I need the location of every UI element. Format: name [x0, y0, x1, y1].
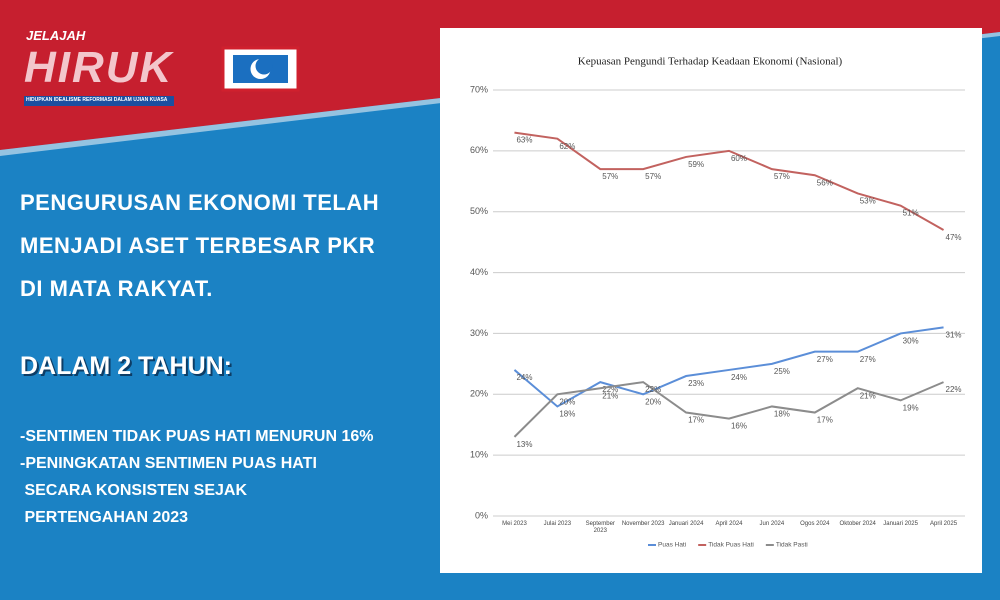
data-label: 21%: [602, 391, 618, 400]
y-tick-label: 30%: [470, 328, 488, 338]
data-label: 27%: [817, 355, 833, 364]
data-label: 17%: [688, 416, 704, 425]
data-label: 47%: [946, 233, 962, 242]
data-label: 30%: [903, 337, 919, 346]
series-line: [513, 381, 944, 438]
data-label: 56%: [817, 178, 833, 187]
brand: HIRUK: [24, 43, 174, 92]
point-line: -SENTIMEN TIDAK PUAS HATI MENURUN 16%: [20, 428, 374, 445]
data-label: 27%: [860, 355, 876, 364]
data-label: 24%: [516, 373, 532, 382]
x-tick-label: Januari 2025: [883, 521, 918, 527]
y-tick-label: 10%: [470, 450, 488, 460]
data-label: 57%: [645, 172, 661, 181]
y-tick-label: 70%: [470, 84, 488, 94]
chart: Kepuasan Pengundi Terhadap Keadaan Ekono…: [470, 56, 965, 549]
data-label: 20%: [559, 397, 575, 406]
points: -SENTIMEN TIDAK PUAS HATI MENURUN 16% -PE…: [20, 428, 374, 536]
y-tick-label: 60%: [470, 145, 488, 155]
x-tick-label: Mei 2023: [502, 521, 527, 527]
y-tick-label: 50%: [470, 206, 488, 216]
data-label: 18%: [559, 410, 575, 419]
chart-panel: Kepuasan Pengundi Terhadap Keadaan Ekono…: [440, 28, 982, 573]
data-label: 63%: [516, 136, 532, 145]
x-tick-label: April 2024: [715, 521, 743, 527]
data-label: 59%: [688, 160, 704, 169]
data-label: 57%: [602, 172, 618, 181]
data-label: 57%: [774, 172, 790, 181]
data-label: 17%: [817, 416, 833, 425]
y-tick-label: 0%: [475, 510, 488, 520]
point-line: PERTENGAHAN 2023: [20, 509, 189, 526]
data-label: 53%: [860, 197, 876, 206]
tagline-band: [24, 96, 174, 106]
data-label: 31%: [946, 330, 962, 339]
legend-label: Tidak Puas Hati: [708, 542, 754, 549]
data-label: 20%: [645, 397, 661, 406]
data-label: 18%: [774, 410, 790, 419]
x-tick-label: Januari 2024: [668, 521, 704, 527]
statement-line: MENJADI ASET TERBESAR PKR: [20, 233, 376, 258]
subheading: DALAM 2 TAHUN:: [20, 352, 233, 380]
brand-top: JELAJAH: [26, 28, 86, 43]
data-label: 21%: [860, 391, 876, 400]
point-line: SECARA KONSISTEN SEJAK: [20, 482, 247, 499]
legend-label: Tidak Pasti: [776, 542, 808, 549]
y-tick-label: 20%: [470, 389, 488, 399]
data-label: 24%: [731, 373, 747, 382]
x-tick-label: April 2025: [930, 521, 958, 527]
y-tick-label: 40%: [470, 267, 488, 277]
data-label: 19%: [903, 403, 919, 412]
x-tick-label: September 2023: [585, 521, 615, 534]
data-label: 62%: [559, 142, 575, 151]
series-line: [514, 131, 945, 231]
chart-title: Kepuasan Pengundi Terhadap Keadaan Ekono…: [578, 56, 843, 68]
data-label: 22%: [645, 385, 661, 394]
data-label: 25%: [774, 367, 790, 376]
legend-label: Puas Hati: [658, 542, 686, 549]
data-label: 16%: [731, 422, 747, 431]
x-tick-label: Oktober 2024: [839, 521, 876, 527]
tagline: HIDUPKAN IDEALISME REFORMASI DALAM UJIAN…: [26, 97, 168, 103]
x-tick-label: Ogos 2024: [800, 521, 830, 527]
data-label: 60%: [731, 154, 747, 163]
statement-line: PENGURUSAN EKONOMI TELAH: [20, 190, 380, 215]
data-label: 23%: [688, 379, 704, 388]
x-tick-label: Julai 2023: [543, 521, 572, 527]
statement-line: DI MATA RAKYAT.: [20, 276, 213, 301]
x-tick-label: Jun 2024: [759, 521, 785, 527]
data-label: 13%: [516, 440, 532, 449]
x-tick-label: November 2023: [621, 521, 665, 527]
point-line: -PENINGKATAN SENTIMEN PUAS HATI: [20, 455, 317, 472]
data-label: 51%: [903, 209, 919, 218]
statement: PENGURUSAN EKONOMI TELAH MENJADI ASET TER…: [20, 190, 379, 319]
party-logo-moon-cut: [255, 57, 273, 75]
data-label: 22%: [602, 385, 618, 394]
data-label: 22%: [946, 385, 962, 394]
